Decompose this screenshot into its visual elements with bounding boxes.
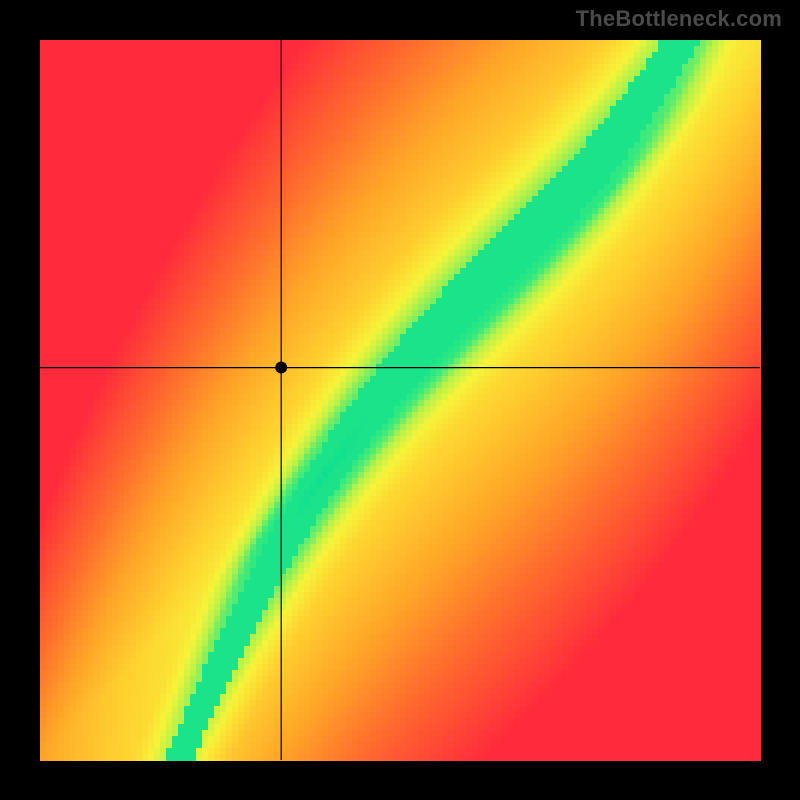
heatmap-canvas [0, 0, 800, 800]
watermark-text: TheBottleneck.com [576, 6, 782, 32]
